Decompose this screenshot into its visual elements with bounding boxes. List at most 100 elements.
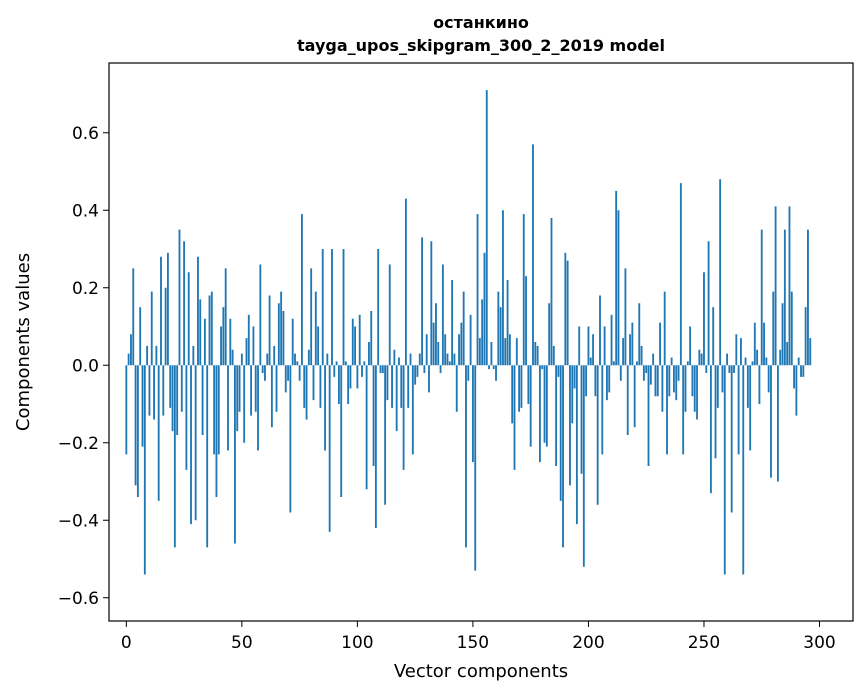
bar-228: [652, 353, 655, 366]
bar-151: [474, 365, 477, 571]
bar-35: [206, 365, 209, 548]
bar-243: [686, 361, 689, 366]
bar-273: [756, 349, 759, 366]
bar-236: [670, 357, 673, 366]
bar-159: [492, 365, 495, 370]
bar-202: [592, 334, 594, 366]
bar-292: [800, 365, 802, 377]
bar-286: [786, 342, 789, 366]
y-axis-label: Components values: [13, 253, 34, 431]
bar-4: [134, 365, 137, 486]
bar-70: [287, 365, 289, 381]
bar-271: [751, 361, 754, 366]
bar-195: [575, 365, 578, 525]
bar-276: [763, 322, 765, 366]
bar-107: [372, 365, 375, 466]
bar-264: [735, 334, 738, 366]
bar-238: [675, 365, 678, 401]
bar-201: [589, 357, 592, 366]
bar-8: [143, 365, 146, 575]
bar-84: [319, 365, 322, 408]
x-tick-label: 200: [572, 633, 604, 653]
bar-47: [234, 365, 236, 544]
bar-41: [220, 326, 222, 366]
bar-132: [430, 241, 433, 366]
bar-224: [642, 365, 645, 381]
bar-145: [460, 322, 463, 366]
bar-186: [555, 365, 558, 466]
bar-212: [615, 190, 618, 366]
bar-110: [379, 365, 382, 373]
bar-126: [416, 365, 419, 377]
bar-176: [532, 144, 534, 366]
bar-53: [247, 314, 250, 366]
bar-179: [538, 365, 541, 463]
bar-128: [421, 237, 424, 366]
bar-215: [622, 338, 625, 366]
bar-177: [534, 342, 537, 366]
chart-subtitle: tayga_upos_skipgram_300_2_2019 model: [297, 36, 665, 55]
bar-183: [548, 303, 551, 366]
bar-294: [804, 307, 807, 366]
bar-156: [485, 90, 488, 366]
bar-142: [453, 353, 456, 366]
bar-235: [668, 365, 671, 397]
bar-233: [663, 291, 666, 366]
bar-121: [404, 198, 407, 366]
bar-136: [439, 365, 442, 373]
bar-150: [471, 365, 474, 463]
bar-172: [522, 214, 525, 366]
bar-229: [654, 365, 657, 397]
bar-119: [400, 365, 403, 408]
bar-225: [645, 365, 648, 373]
bar-263: [733, 365, 735, 373]
bar-198: [582, 365, 585, 567]
bar-39: [215, 365, 218, 497]
bar-178: [536, 345, 539, 366]
bar-147: [465, 365, 467, 548]
bar-255: [714, 365, 717, 459]
bar-114: [388, 264, 391, 366]
bar-58: [259, 264, 262, 366]
bar-135: [437, 342, 440, 366]
bar-90: [333, 365, 336, 377]
bar-270: [749, 365, 752, 451]
y-tick-label: 0.4: [72, 201, 99, 221]
bar-72: [291, 318, 294, 366]
bar-46: [231, 349, 234, 366]
bar-143: [455, 365, 458, 412]
y-tick-label: 0.2: [72, 279, 99, 299]
bar-167: [511, 365, 514, 424]
bar-283: [779, 349, 782, 366]
bar-250: [703, 272, 705, 366]
bar-278: [767, 365, 770, 393]
bar-57: [257, 365, 259, 451]
bar-18: [166, 252, 169, 366]
bar-73: [294, 353, 296, 366]
bar-262: [730, 365, 733, 513]
bar-60: [264, 365, 266, 381]
y-tick-label: −0.6: [58, 589, 99, 609]
bar-204: [596, 365, 599, 505]
bar-180: [541, 365, 544, 370]
bar-111: [381, 365, 384, 373]
bar-171: [520, 365, 523, 408]
bar-101: [358, 314, 361, 366]
bar-43: [224, 268, 227, 366]
bar-134: [435, 303, 437, 366]
bar-68: [282, 311, 285, 366]
bar-30: [194, 365, 197, 521]
bar-133: [432, 322, 435, 366]
bar-62: [268, 295, 271, 366]
bar-1: [127, 353, 130, 366]
bar-280: [772, 291, 775, 366]
bar-92: [337, 365, 340, 404]
bar-148: [467, 365, 470, 381]
bar-49: [238, 365, 241, 412]
plot-frame: [108, 62, 854, 622]
bar-166: [508, 334, 511, 366]
bar-289: [793, 365, 796, 389]
bar-256: [716, 365, 719, 408]
bar-291: [797, 357, 800, 366]
bar-163: [502, 210, 504, 366]
